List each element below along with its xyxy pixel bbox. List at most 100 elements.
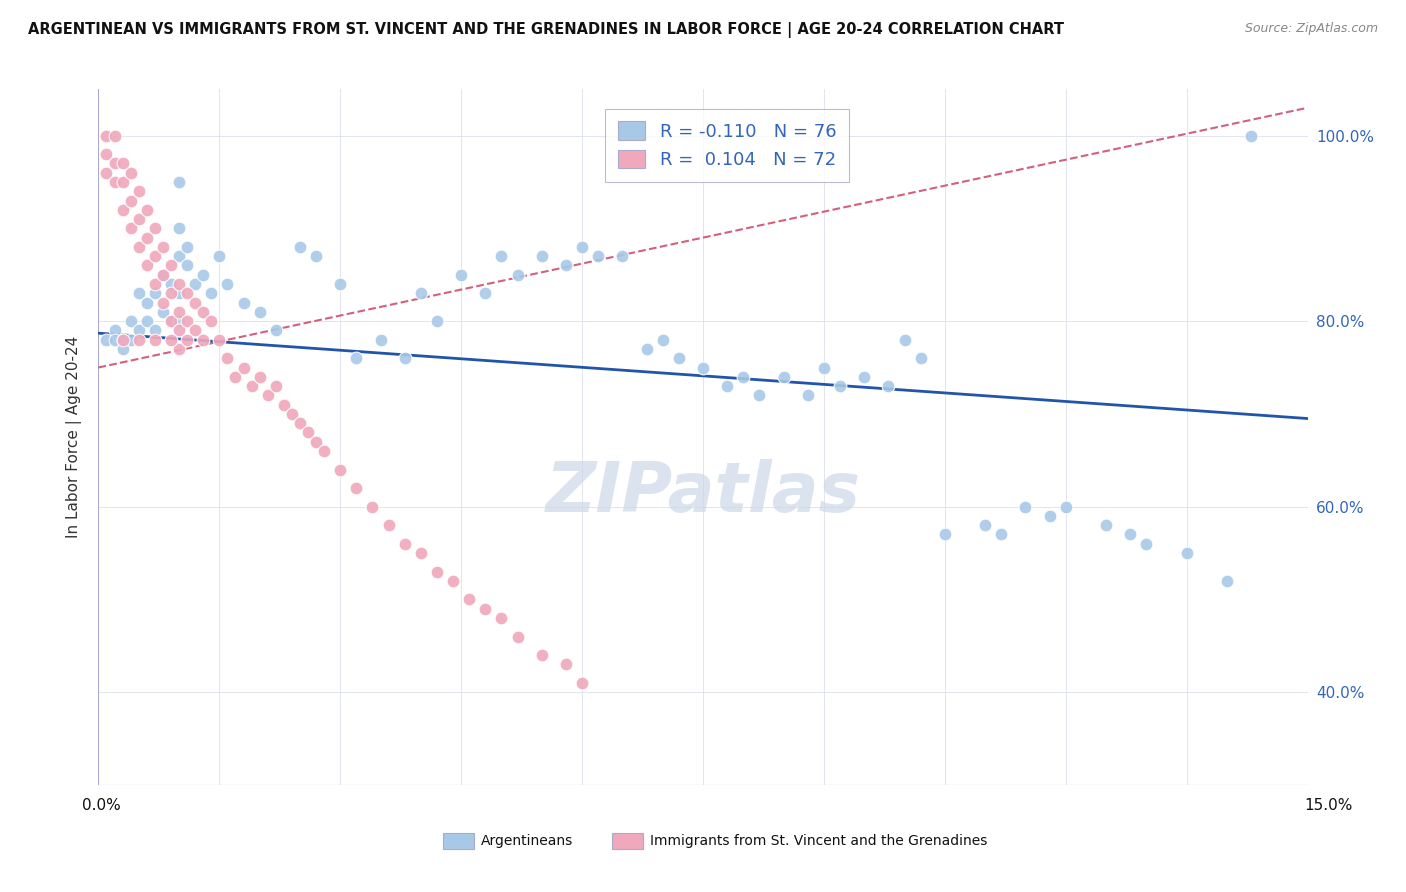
- Point: [612, 249, 634, 263]
- Point: [167, 277, 190, 291]
- Legend: R = -0.110   N = 76, R =  0.104   N = 72: R = -0.110 N = 76, R = 0.104 N = 72: [606, 109, 849, 182]
- Point: [111, 156, 134, 170]
- Point: [1119, 527, 1142, 541]
- Text: Argentineans: Argentineans: [481, 834, 574, 848]
- Point: [143, 221, 166, 235]
- Point: [555, 259, 578, 273]
- Point: [152, 305, 174, 319]
- Point: [1135, 537, 1157, 551]
- Point: [152, 268, 174, 282]
- Point: [217, 351, 239, 366]
- Point: [120, 166, 142, 180]
- Point: [152, 268, 174, 282]
- Point: [1054, 500, 1077, 514]
- Point: [828, 379, 851, 393]
- Point: [288, 240, 311, 254]
- Point: [176, 259, 198, 273]
- Point: [288, 416, 311, 430]
- Point: [160, 314, 183, 328]
- Point: [571, 676, 593, 690]
- Point: [426, 565, 449, 579]
- Point: [329, 277, 352, 291]
- Text: Immigrants from St. Vincent and the Grenadines: Immigrants from St. Vincent and the Gren…: [650, 834, 987, 848]
- Point: [1175, 546, 1198, 560]
- Point: [176, 240, 198, 254]
- Point: [120, 333, 142, 347]
- Point: [143, 249, 166, 263]
- Point: [748, 388, 770, 402]
- Point: [208, 333, 231, 347]
- Point: [167, 175, 190, 189]
- Point: [394, 537, 416, 551]
- Point: [441, 574, 464, 588]
- Point: [143, 333, 166, 347]
- Point: [491, 611, 513, 625]
- Point: [167, 305, 190, 319]
- Point: [135, 314, 157, 328]
- Point: [184, 277, 207, 291]
- Point: [249, 369, 271, 384]
- Point: [167, 249, 190, 263]
- Point: [813, 360, 835, 375]
- Point: [636, 342, 658, 356]
- Point: [506, 268, 529, 282]
- Point: [128, 333, 150, 347]
- Point: [305, 434, 328, 449]
- Point: [167, 221, 190, 235]
- Point: [120, 221, 142, 235]
- Point: [506, 630, 529, 644]
- Point: [103, 333, 125, 347]
- Point: [458, 592, 481, 607]
- FancyBboxPatch shape: [443, 833, 474, 849]
- Point: [111, 175, 134, 189]
- Point: [344, 351, 367, 366]
- Point: [853, 369, 876, 384]
- Point: [256, 388, 278, 402]
- Y-axis label: In Labor Force | Age 20-24: In Labor Force | Age 20-24: [66, 336, 83, 538]
- Point: [877, 379, 900, 393]
- Point: [143, 277, 166, 291]
- Point: [273, 398, 295, 412]
- Point: [128, 286, 150, 301]
- Point: [200, 286, 222, 301]
- Point: [394, 351, 416, 366]
- Point: [651, 333, 673, 347]
- Text: 15.0%: 15.0%: [1305, 798, 1353, 814]
- Point: [232, 295, 254, 310]
- Point: [96, 147, 118, 161]
- Point: [426, 314, 449, 328]
- Point: [772, 369, 794, 384]
- Point: [934, 527, 956, 541]
- Point: [120, 314, 142, 328]
- Point: [103, 156, 125, 170]
- Point: [160, 259, 183, 273]
- Point: [1014, 500, 1036, 514]
- Point: [193, 333, 215, 347]
- Point: [152, 295, 174, 310]
- Point: [361, 500, 384, 514]
- Point: [111, 333, 134, 347]
- Point: [184, 323, 207, 337]
- Point: [143, 286, 166, 301]
- Point: [530, 249, 553, 263]
- Point: [160, 333, 183, 347]
- Point: [135, 230, 157, 244]
- Point: [281, 407, 304, 421]
- Point: [111, 202, 134, 217]
- Point: [167, 323, 190, 337]
- Point: [135, 202, 157, 217]
- Text: ARGENTINEAN VS IMMIGRANTS FROM ST. VINCENT AND THE GRENADINES IN LABOR FORCE | A: ARGENTINEAN VS IMMIGRANTS FROM ST. VINCE…: [28, 22, 1064, 38]
- Point: [450, 268, 472, 282]
- Point: [167, 342, 190, 356]
- Point: [111, 333, 134, 347]
- Point: [128, 323, 150, 337]
- Point: [733, 369, 755, 384]
- Point: [716, 379, 738, 393]
- Point: [96, 166, 118, 180]
- Point: [193, 305, 215, 319]
- Point: [200, 314, 222, 328]
- Point: [555, 657, 578, 672]
- Point: [344, 481, 367, 495]
- Text: ZIPatlas: ZIPatlas: [546, 459, 860, 526]
- Point: [990, 527, 1012, 541]
